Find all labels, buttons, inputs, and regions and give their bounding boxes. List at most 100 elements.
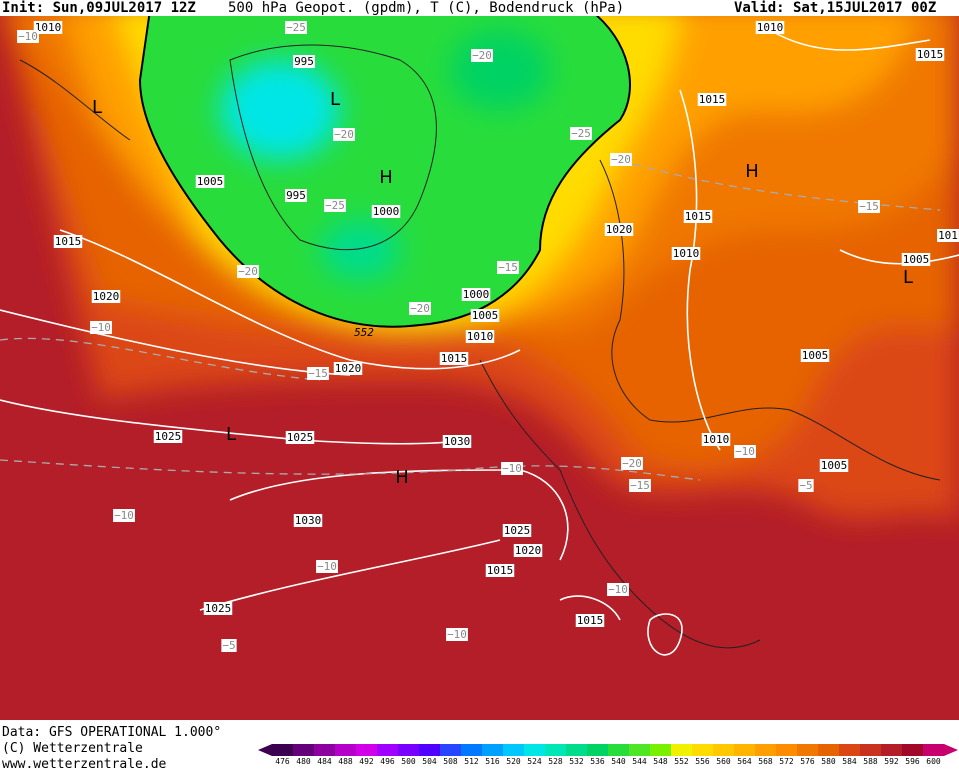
temperature-label-box bbox=[409, 302, 431, 315]
pressure-label: 1020 bbox=[93, 290, 120, 303]
map-title: 500 hPa Geopot. (gpdm), T (C), Bodendruc… bbox=[228, 0, 624, 16]
pressure-label: 1010 bbox=[673, 247, 700, 260]
colorbar-cell bbox=[482, 744, 504, 756]
data-source: Data: GFS OPERATIONAL 1.000° bbox=[2, 725, 221, 740]
pressure-label: 101 bbox=[938, 229, 958, 242]
temperature-label: −20 bbox=[238, 265, 258, 278]
pressure-center: L bbox=[92, 97, 102, 118]
pressure-label: 1020 bbox=[606, 223, 633, 236]
pressure-center: L bbox=[903, 267, 913, 288]
colorbar-tick-label: 600 bbox=[926, 757, 941, 766]
temperature-label-box bbox=[446, 628, 468, 641]
temperature-label: −20 bbox=[334, 128, 354, 141]
colorbar-tick-label: 504 bbox=[422, 757, 437, 766]
pressure-label: 1025 bbox=[504, 524, 531, 537]
colorbar-cell bbox=[587, 744, 609, 756]
temperature-label: −10 bbox=[317, 560, 337, 573]
colorbar-tick-label: 576 bbox=[800, 757, 815, 766]
colorbar-cell bbox=[272, 744, 294, 756]
colorbar-tick-label: 476 bbox=[275, 757, 290, 766]
colorbar-cell bbox=[881, 744, 903, 756]
colorbar-tick-label: 564 bbox=[737, 757, 752, 766]
pressure-label: 1015 bbox=[441, 352, 468, 365]
pressure-label-box bbox=[371, 205, 401, 218]
temperature-label: −10 bbox=[735, 445, 755, 458]
colorbar-tick-label: 568 bbox=[758, 757, 773, 766]
temperature-label: −10 bbox=[608, 583, 628, 596]
pressure-label-box bbox=[293, 55, 315, 68]
colorbar-cell bbox=[734, 744, 756, 756]
temperature-label-box bbox=[316, 560, 338, 573]
pressure-label-box bbox=[195, 175, 225, 188]
contour-label: 552 bbox=[354, 326, 374, 339]
colorbar-cell bbox=[713, 744, 735, 756]
temperature-label-box bbox=[734, 445, 756, 458]
pressure-label-box bbox=[153, 430, 183, 443]
temperature-label-box bbox=[798, 479, 814, 492]
pressure-label-box bbox=[604, 223, 634, 236]
colorbar-cell bbox=[755, 744, 777, 756]
temperature-label: −10 bbox=[18, 30, 38, 43]
pressure-label-box bbox=[439, 352, 469, 365]
temperature-label-box bbox=[497, 261, 519, 274]
pressure-label-box bbox=[800, 349, 830, 362]
temperature-label: −20 bbox=[472, 49, 492, 62]
pressure-label-box bbox=[285, 189, 307, 202]
pressure-center: H bbox=[395, 467, 409, 488]
pressure-label: 1010 bbox=[467, 330, 494, 343]
colorbar-tick-label: 488 bbox=[338, 757, 353, 766]
pressure-label: 1025 bbox=[287, 431, 314, 444]
pressure-label-box bbox=[701, 433, 731, 446]
pressure-center: L bbox=[226, 424, 236, 445]
colorbar-tick-label: 596 bbox=[905, 757, 920, 766]
colorbar-tick-label: 580 bbox=[821, 757, 836, 766]
temperature-label-box bbox=[324, 199, 346, 212]
pressure-label: 1015 bbox=[55, 235, 82, 248]
colorbar-cell bbox=[902, 744, 924, 756]
pressure-label-box bbox=[470, 309, 500, 322]
colorbar-cell bbox=[776, 744, 798, 756]
colorbar-arrow-left bbox=[258, 744, 272, 756]
temperature-label-box bbox=[570, 127, 592, 140]
colorbar-cell bbox=[377, 744, 399, 756]
colorbar-cell bbox=[545, 744, 567, 756]
website: www.wetterzentrale.de bbox=[2, 757, 167, 770]
colorbar-cell bbox=[818, 744, 840, 756]
temperature-label: −15 bbox=[308, 367, 328, 380]
pressure-label: 1025 bbox=[205, 602, 232, 615]
pressure-label: 1010 bbox=[35, 21, 62, 34]
pressure-label-box bbox=[901, 253, 931, 266]
pressure-label-box bbox=[683, 210, 713, 223]
pressure-label-box bbox=[203, 602, 233, 615]
colorbar-cell bbox=[335, 744, 357, 756]
temperature-label-box bbox=[285, 21, 307, 34]
temperature-label: −20 bbox=[611, 153, 631, 166]
init-time: Init: Sun,09JUL2017 12Z bbox=[2, 0, 196, 16]
colorbar-cell bbox=[398, 744, 420, 756]
temperature-label-box bbox=[621, 457, 643, 470]
colorbar-cell bbox=[860, 744, 882, 756]
colorbar-tick-label: 552 bbox=[674, 757, 689, 766]
colorbar-tick-label: 484 bbox=[317, 757, 332, 766]
pressure-label-box bbox=[465, 330, 495, 343]
temperature-label-box bbox=[607, 583, 629, 596]
colorbar-cell bbox=[608, 744, 630, 756]
temperature-label-box bbox=[17, 30, 39, 43]
colorbar-cell bbox=[839, 744, 861, 756]
pressure-label-box bbox=[333, 362, 363, 375]
pressure-label: 1020 bbox=[335, 362, 362, 375]
colorbar-tick-label: 496 bbox=[380, 757, 395, 766]
pressure-label: 1005 bbox=[472, 309, 499, 322]
colorbar-tick-label: 492 bbox=[359, 757, 374, 766]
colorbar-cell bbox=[293, 744, 315, 756]
valid-time: Valid: Sat,15JUL2017 00Z bbox=[734, 0, 936, 16]
pressure-label-box bbox=[53, 235, 83, 248]
pressure-center: H bbox=[745, 161, 759, 182]
pressure-label: 1010 bbox=[703, 433, 730, 446]
pressure-label-box bbox=[755, 21, 785, 34]
temperature-label-box bbox=[90, 321, 112, 334]
colorbar-tick-label: 528 bbox=[548, 757, 563, 766]
pressure-label-box bbox=[697, 93, 727, 106]
pressure-center: H bbox=[379, 167, 393, 188]
